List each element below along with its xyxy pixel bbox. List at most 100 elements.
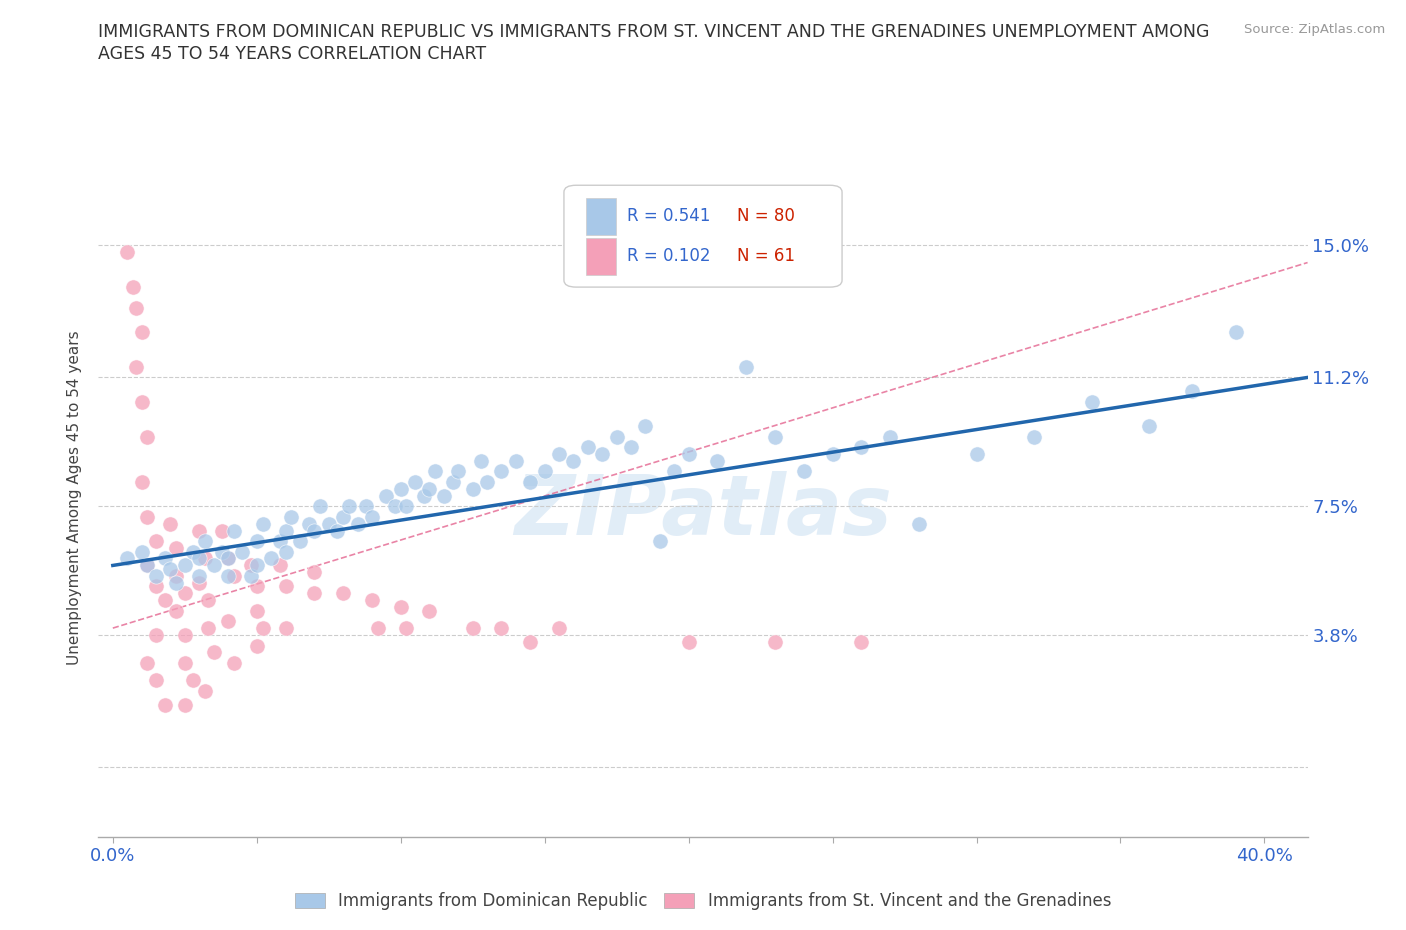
Point (326, 524, 349, 538)
Point (222, 656, 245, 671)
Point (389, 482, 412, 497)
Point (231, 544, 253, 559)
Point (367, 620, 389, 635)
Point (240, 558, 263, 573)
Point (131, 325, 153, 339)
Point (470, 454, 492, 469)
Point (274, 544, 297, 559)
Point (354, 498, 377, 513)
Point (115, 551, 138, 566)
Point (136, 558, 159, 573)
FancyBboxPatch shape (586, 198, 616, 235)
Point (269, 534, 291, 549)
Point (491, 620, 513, 635)
Point (194, 684, 217, 698)
Point (966, 446, 988, 461)
Point (332, 586, 354, 601)
Point (591, 446, 613, 461)
Text: R = 0.102: R = 0.102 (627, 247, 710, 265)
Point (395, 620, 418, 635)
Point (304, 586, 326, 601)
Point (217, 568, 239, 583)
Point (548, 620, 571, 635)
Point (188, 568, 211, 583)
Point (309, 498, 332, 513)
Point (375, 488, 398, 503)
Point (548, 446, 571, 461)
Point (851, 634, 873, 649)
Point (606, 429, 628, 444)
Point (297, 516, 319, 531)
Point (361, 510, 384, 525)
Point (851, 440, 873, 455)
Point (1181, 384, 1204, 399)
Point (125, 360, 148, 375)
Point (136, 656, 159, 671)
Point (1022, 429, 1045, 444)
Text: N = 61: N = 61 (737, 247, 794, 265)
Point (246, 534, 269, 549)
Point (153, 698, 176, 712)
Point (447, 464, 470, 479)
Point (165, 576, 187, 591)
Point (122, 280, 145, 295)
Y-axis label: Unemployment Among Ages 45 to 54 years: Unemployment Among Ages 45 to 54 years (67, 330, 83, 665)
Point (252, 620, 274, 635)
Point (505, 454, 527, 469)
Point (389, 600, 412, 615)
Point (395, 498, 418, 513)
Point (165, 540, 187, 555)
Text: R = 0.541: R = 0.541 (627, 207, 710, 225)
Point (136, 429, 159, 444)
Point (211, 524, 233, 538)
Point (165, 568, 187, 583)
Point (145, 673, 167, 688)
Point (159, 562, 181, 577)
FancyBboxPatch shape (564, 185, 842, 287)
Point (202, 645, 225, 660)
Point (404, 474, 426, 489)
Point (1080, 394, 1102, 409)
Point (222, 568, 245, 583)
Point (159, 516, 181, 531)
Point (246, 604, 269, 618)
Point (145, 568, 167, 583)
Point (346, 516, 368, 531)
Point (188, 551, 211, 566)
Point (288, 534, 311, 549)
Point (131, 394, 153, 409)
Point (246, 558, 269, 573)
Point (418, 482, 440, 497)
Point (280, 510, 302, 525)
Point (252, 516, 274, 531)
Text: IMMIGRANTS FROM DOMINICAN REPUBLIC VS IMMIGRANTS FROM ST. VINCENT AND THE GRENAD: IMMIGRANTS FROM DOMINICAN REPUBLIC VS IM… (98, 23, 1211, 41)
Point (197, 620, 219, 635)
Point (678, 446, 700, 461)
Point (821, 446, 844, 461)
Point (418, 604, 440, 618)
Point (648, 534, 671, 549)
Point (664, 464, 686, 479)
Point (274, 620, 297, 635)
Legend: Immigrants from Dominican Republic, Immigrants from St. Vincent and the Grenadin: Immigrants from Dominican Republic, Immi… (288, 885, 1118, 917)
Point (246, 638, 269, 653)
Point (145, 578, 167, 593)
Point (188, 524, 211, 538)
Point (519, 474, 541, 489)
Point (197, 592, 219, 607)
Point (183, 544, 205, 559)
Point (194, 551, 217, 566)
Point (183, 673, 205, 688)
Point (260, 551, 283, 566)
Point (562, 454, 585, 469)
Point (115, 245, 138, 259)
Point (433, 488, 456, 503)
Point (678, 634, 700, 649)
Point (173, 586, 195, 601)
Point (211, 544, 233, 559)
Point (274, 524, 297, 538)
Point (361, 592, 384, 607)
Point (318, 516, 340, 531)
Point (217, 551, 239, 566)
Point (217, 614, 239, 629)
